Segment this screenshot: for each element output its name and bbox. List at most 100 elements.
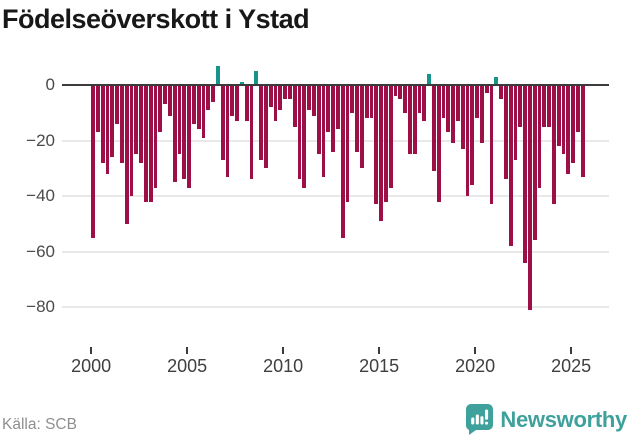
bar-2014Q2	[364, 85, 369, 119]
bar-2024Q3	[561, 85, 566, 155]
bar-2005Q4	[201, 85, 206, 138]
bar-2000Q1	[91, 85, 95, 238]
bar-2017Q3	[427, 73, 431, 85]
bar-2012Q3	[331, 85, 335, 152]
bar-2019Q3	[465, 85, 470, 196]
bar-2023Q3	[542, 85, 547, 127]
bar-2022Q4	[527, 85, 532, 310]
bar-2007Q1	[225, 85, 230, 177]
bar-2011Q1	[302, 85, 307, 188]
bar-2022Q3	[523, 85, 527, 263]
newsworthy-speech-bubble-chart-icon	[466, 404, 494, 435]
bar-2007Q2	[230, 85, 235, 116]
bar-2008Q1	[244, 85, 249, 122]
bar-2023Q1	[532, 85, 537, 241]
x-axis-tick	[90, 347, 93, 354]
bar-2013Q1	[340, 85, 345, 238]
bar-2000Q3	[100, 85, 105, 163]
bar-2013Q4	[355, 85, 359, 152]
chart-title: Födelseöverskott i Ystad	[2, 4, 310, 34]
bar-2012Q2	[326, 85, 331, 133]
bar-2021Q4	[508, 85, 513, 246]
bar-2004Q3	[177, 85, 182, 155]
bar-2009Q1	[263, 85, 268, 169]
bar-2008Q3	[254, 71, 259, 85]
bar-2006Q4	[220, 85, 225, 160]
y-gridline	[62, 139, 609, 142]
bar-2006Q3	[215, 65, 220, 85]
bar-2019Q4	[470, 85, 475, 185]
bar-2000Q2	[95, 85, 100, 133]
bar-2002Q1	[129, 85, 134, 196]
bar-2002Q3	[139, 85, 143, 163]
bar-2011Q3	[311, 85, 316, 116]
x-axis-tick-label: 2000	[71, 356, 112, 376]
bar-2005Q2	[191, 85, 196, 124]
bar-2007Q3	[235, 85, 239, 122]
bar-2005Q1	[187, 85, 191, 188]
bar-2008Q2	[249, 85, 254, 180]
bar-2016Q3	[407, 85, 412, 155]
bar-2016Q1	[398, 85, 403, 99]
bar-2002Q2	[134, 85, 139, 155]
bar-2015Q1	[379, 85, 383, 221]
x-axis-tick-label: 2005	[167, 356, 208, 376]
bar-2006Q2	[211, 85, 215, 102]
bar-2020Q3	[484, 85, 489, 94]
bar-2017Q2	[422, 85, 427, 122]
x-axis-tick-label: 2025	[551, 356, 592, 376]
bar-2004Q2	[172, 85, 177, 183]
bar-2014Q4	[374, 85, 379, 205]
bar-2013Q2	[345, 85, 350, 202]
bar-2019Q1	[455, 85, 460, 122]
bar-2022Q2	[518, 85, 523, 127]
bar-2020Q4	[489, 85, 494, 205]
bar-2010Q3	[292, 85, 297, 127]
bar-2020Q1	[475, 85, 479, 119]
brand-wordmark: Newsworthy	[500, 406, 627, 432]
y-axis-tick-label: 0	[45, 75, 55, 94]
bar-2003Q4	[163, 85, 167, 105]
x-axis-tick	[186, 347, 189, 354]
x-axis-zero-line	[62, 83, 609, 86]
bar-2022Q1	[513, 85, 518, 160]
bar-2013Q3	[350, 85, 355, 113]
bar-2018Q1	[436, 85, 441, 202]
bar-2016Q4	[412, 85, 417, 155]
bar-2021Q3	[503, 85, 508, 180]
bar-2000Q4	[105, 85, 110, 174]
bar-2023Q4	[547, 85, 551, 127]
bar-2015Q2	[383, 85, 388, 202]
bar-2001Q3	[119, 85, 124, 163]
bar-2003Q3	[158, 85, 163, 133]
bar-2015Q4	[393, 85, 398, 97]
bar-2025Q3	[580, 85, 585, 177]
y-gridline	[62, 306, 609, 308]
x-axis-tick	[474, 347, 477, 354]
bar-2024Q1	[551, 85, 556, 205]
x-axis-tick-label: 2015	[359, 356, 400, 376]
bar-2011Q4	[316, 85, 321, 155]
bar-2021Q2	[499, 85, 503, 99]
bar-2009Q4	[278, 85, 283, 110]
bar-2014Q3	[369, 85, 374, 119]
bar-2010Q4	[297, 85, 302, 180]
bar-2003Q1	[148, 85, 153, 202]
bar-2025Q1	[571, 85, 575, 163]
y-axis-tick-label: −60	[26, 241, 55, 261]
x-axis-tick-label: 2010	[263, 356, 304, 376]
bar-2024Q2	[556, 85, 561, 147]
bar-2012Q1	[321, 85, 326, 177]
bar-2001Q1	[110, 85, 115, 158]
bar-2010Q1	[283, 85, 287, 99]
bar-2019Q2	[460, 85, 465, 149]
bar-2001Q2	[115, 85, 119, 124]
bar-2018Q4	[451, 85, 455, 144]
y-axis-tick-label: −20	[26, 130, 55, 150]
bar-2017Q1	[417, 85, 422, 113]
bar-2010Q2	[287, 85, 292, 99]
bar-2018Q3	[446, 85, 451, 133]
bar-2015Q3	[388, 85, 393, 188]
